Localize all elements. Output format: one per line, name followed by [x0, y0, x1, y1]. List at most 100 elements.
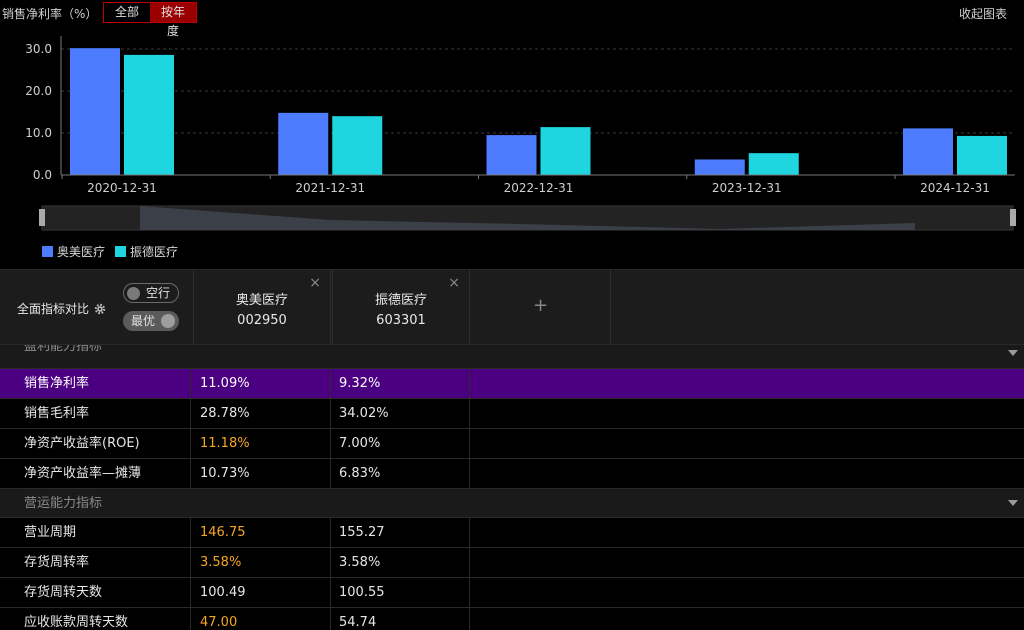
- empty-row-toggle-label: 空行: [146, 286, 171, 300]
- toggle-knob: [127, 287, 140, 300]
- add-stock-button[interactable]: +: [471, 270, 611, 344]
- value-stock-2: 54.74: [331, 608, 470, 630]
- section-title: 盈利能力指标: [24, 345, 103, 354]
- range-slider-right-handle[interactable]: [1010, 209, 1016, 226]
- value-stock-1: 10.73%: [191, 459, 331, 488]
- bar-1-2020-12-31[interactable]: [70, 48, 120, 175]
- empty-row-toggle[interactable]: 空行: [123, 283, 179, 303]
- range-slider[interactable]: [39, 205, 1016, 231]
- indicator-name: 应收账款周转天数: [0, 608, 191, 630]
- stock-name: 奥美医疗: [235, 293, 288, 308]
- legend-swatch-series-2: [115, 246, 127, 257]
- y-tick-label: 30.0: [25, 42, 52, 56]
- value-stock-1: 100.49: [191, 578, 331, 607]
- comparison-title: 全面指标对比: [17, 302, 90, 316]
- x-tick-label: 2023-12-31: [712, 181, 782, 195]
- y-tick-label: 0.0: [33, 168, 52, 182]
- value-stock-1: 28.78%: [191, 399, 331, 428]
- bar-1-2021-12-31[interactable]: [278, 112, 329, 175]
- chevron-down-icon[interactable]: [1008, 500, 1018, 506]
- x-tick-label: 2024-12-31: [920, 181, 990, 195]
- bar-2-2020-12-31[interactable]: [124, 54, 174, 175]
- x-tick-label: 2021-12-31: [295, 181, 365, 195]
- table-row[interactable]: 销售毛利率 28.78% 34.02%: [0, 399, 1024, 429]
- section-header-profitability[interactable]: 盈利能力指标: [0, 345, 1024, 369]
- stock-card-1[interactable]: × 奥美医疗 002950: [193, 270, 331, 344]
- bar-2-2022-12-31[interactable]: [540, 127, 591, 175]
- range-slider-preview: [140, 206, 915, 230]
- indicator-name: 存货周转率: [0, 548, 191, 577]
- bar-chart: 0.0 10.0 20.0 30.0 2020-12-31 2021-12-31 2022-…: [25, 36, 1016, 231]
- bar-2-2023-12-31[interactable]: [748, 153, 799, 175]
- plus-icon: +: [532, 295, 549, 316]
- comparison-label: 全面指标对比: [17, 300, 106, 317]
- best-value-toggle-label: 最优: [131, 314, 156, 328]
- table-row[interactable]: 净资产收益率—摊薄 10.73% 6.83%: [0, 459, 1024, 489]
- value-stock-2: 3.58%: [331, 548, 470, 577]
- empty-cell: [470, 608, 1024, 630]
- legend-label-series-1: 奥美医疗: [57, 245, 106, 259]
- value-stock-1: 11.18%: [191, 429, 331, 458]
- close-icon[interactable]: ×: [309, 275, 321, 291]
- table-row[interactable]: 存货周转率 3.58% 3.58%: [0, 548, 1024, 578]
- chevron-down-icon[interactable]: [1008, 350, 1018, 356]
- empty-cell: [470, 459, 1024, 488]
- value-stock-1: 47.00: [191, 608, 331, 630]
- y-tick-label: 10.0: [25, 126, 52, 140]
- stock-code: 002950: [237, 313, 287, 328]
- bar-1-2022-12-31[interactable]: [486, 135, 537, 175]
- gear-icon[interactable]: [94, 303, 106, 315]
- table-row[interactable]: 存货周转天数 100.49 100.55: [0, 578, 1024, 608]
- table-row[interactable]: 净资产收益率(ROE) 11.18% 7.00%: [0, 429, 1024, 459]
- indicator-name: 存货周转天数: [0, 578, 191, 607]
- value-stock-2: 100.55: [331, 578, 470, 607]
- collapse-chart-button[interactable]: 收起图表: [958, 7, 1007, 21]
- x-tick-label: 2020-12-31: [87, 181, 157, 195]
- empty-cell: [470, 429, 1024, 458]
- empty-cell: [470, 548, 1024, 577]
- table-row[interactable]: 应收账款周转天数 47.00 54.74: [0, 608, 1024, 630]
- close-icon[interactable]: ×: [448, 275, 460, 291]
- indicator-name: 销售毛利率: [0, 399, 191, 428]
- value-stock-1: 3.58%: [191, 548, 331, 577]
- value-stock-2: 7.00%: [331, 429, 470, 458]
- value-stock-2: 9.32%: [331, 369, 470, 398]
- section-title: 营运能力指标: [24, 496, 103, 511]
- legend-label-series-2: 振德医疗: [130, 245, 179, 259]
- value-stock-1: 146.75: [191, 518, 331, 547]
- x-tick-label: 2022-12-31: [504, 181, 574, 195]
- bar-2-2024-12-31[interactable]: [957, 135, 1007, 175]
- range-slider-left-handle[interactable]: [39, 209, 45, 226]
- y-tick-label: 20.0: [25, 84, 52, 98]
- comparison-header: 全面指标对比 空行 最优 × 奥美医疗 002950 × 振德医疗 603301…: [0, 269, 1024, 345]
- period-segmented-control[interactable]: 全部 按年度: [103, 2, 197, 38]
- best-value-toggle[interactable]: 最优: [123, 311, 179, 331]
- segment-by-year-button[interactable]: 按年度: [150, 3, 196, 38]
- chart-legend: 奥美医疗 振德医疗: [42, 243, 178, 260]
- chart-title: 销售净利率（%）: [2, 7, 98, 21]
- indicator-name: 营业周期: [0, 518, 191, 547]
- stock-name: 振德医疗: [374, 293, 427, 308]
- indicator-name: 净资产收益率(ROE): [0, 429, 191, 458]
- bar-1-2023-12-31[interactable]: [694, 159, 745, 175]
- legend-swatch-series-1: [42, 246, 53, 257]
- empty-cell: [470, 518, 1024, 547]
- value-stock-2: 6.83%: [331, 459, 470, 488]
- table-row[interactable]: 营业周期 146.75 155.27: [0, 518, 1024, 548]
- section-header-operations[interactable]: 营运能力指标: [0, 489, 1024, 518]
- bar-2-2021-12-31[interactable]: [332, 116, 383, 175]
- stock-card-2[interactable]: × 振德医疗 603301: [332, 270, 470, 344]
- table-row[interactable]: 销售净利率 11.09% 9.32%: [0, 369, 1024, 399]
- segment-all-button[interactable]: 全部: [104, 3, 150, 22]
- bar-1-2024-12-31[interactable]: [903, 128, 953, 175]
- stock-code: 603301: [376, 313, 426, 328]
- toggle-knob: [161, 314, 175, 328]
- empty-cell: [470, 578, 1024, 607]
- value-stock-2: 155.27: [331, 518, 470, 547]
- indicator-name: 净资产收益率—摊薄: [0, 459, 191, 488]
- value-stock-2: 34.02%: [331, 399, 470, 428]
- legend-item-series-1[interactable]: 奥美医疗: [42, 243, 105, 260]
- legend-item-series-2[interactable]: 振德医疗: [115, 243, 178, 260]
- value-stock-1: 11.09%: [191, 369, 331, 398]
- indicator-table: 盈利能力指标 销售净利率 11.09% 9.32% 销售毛利率 28.78% 3…: [0, 345, 1024, 630]
